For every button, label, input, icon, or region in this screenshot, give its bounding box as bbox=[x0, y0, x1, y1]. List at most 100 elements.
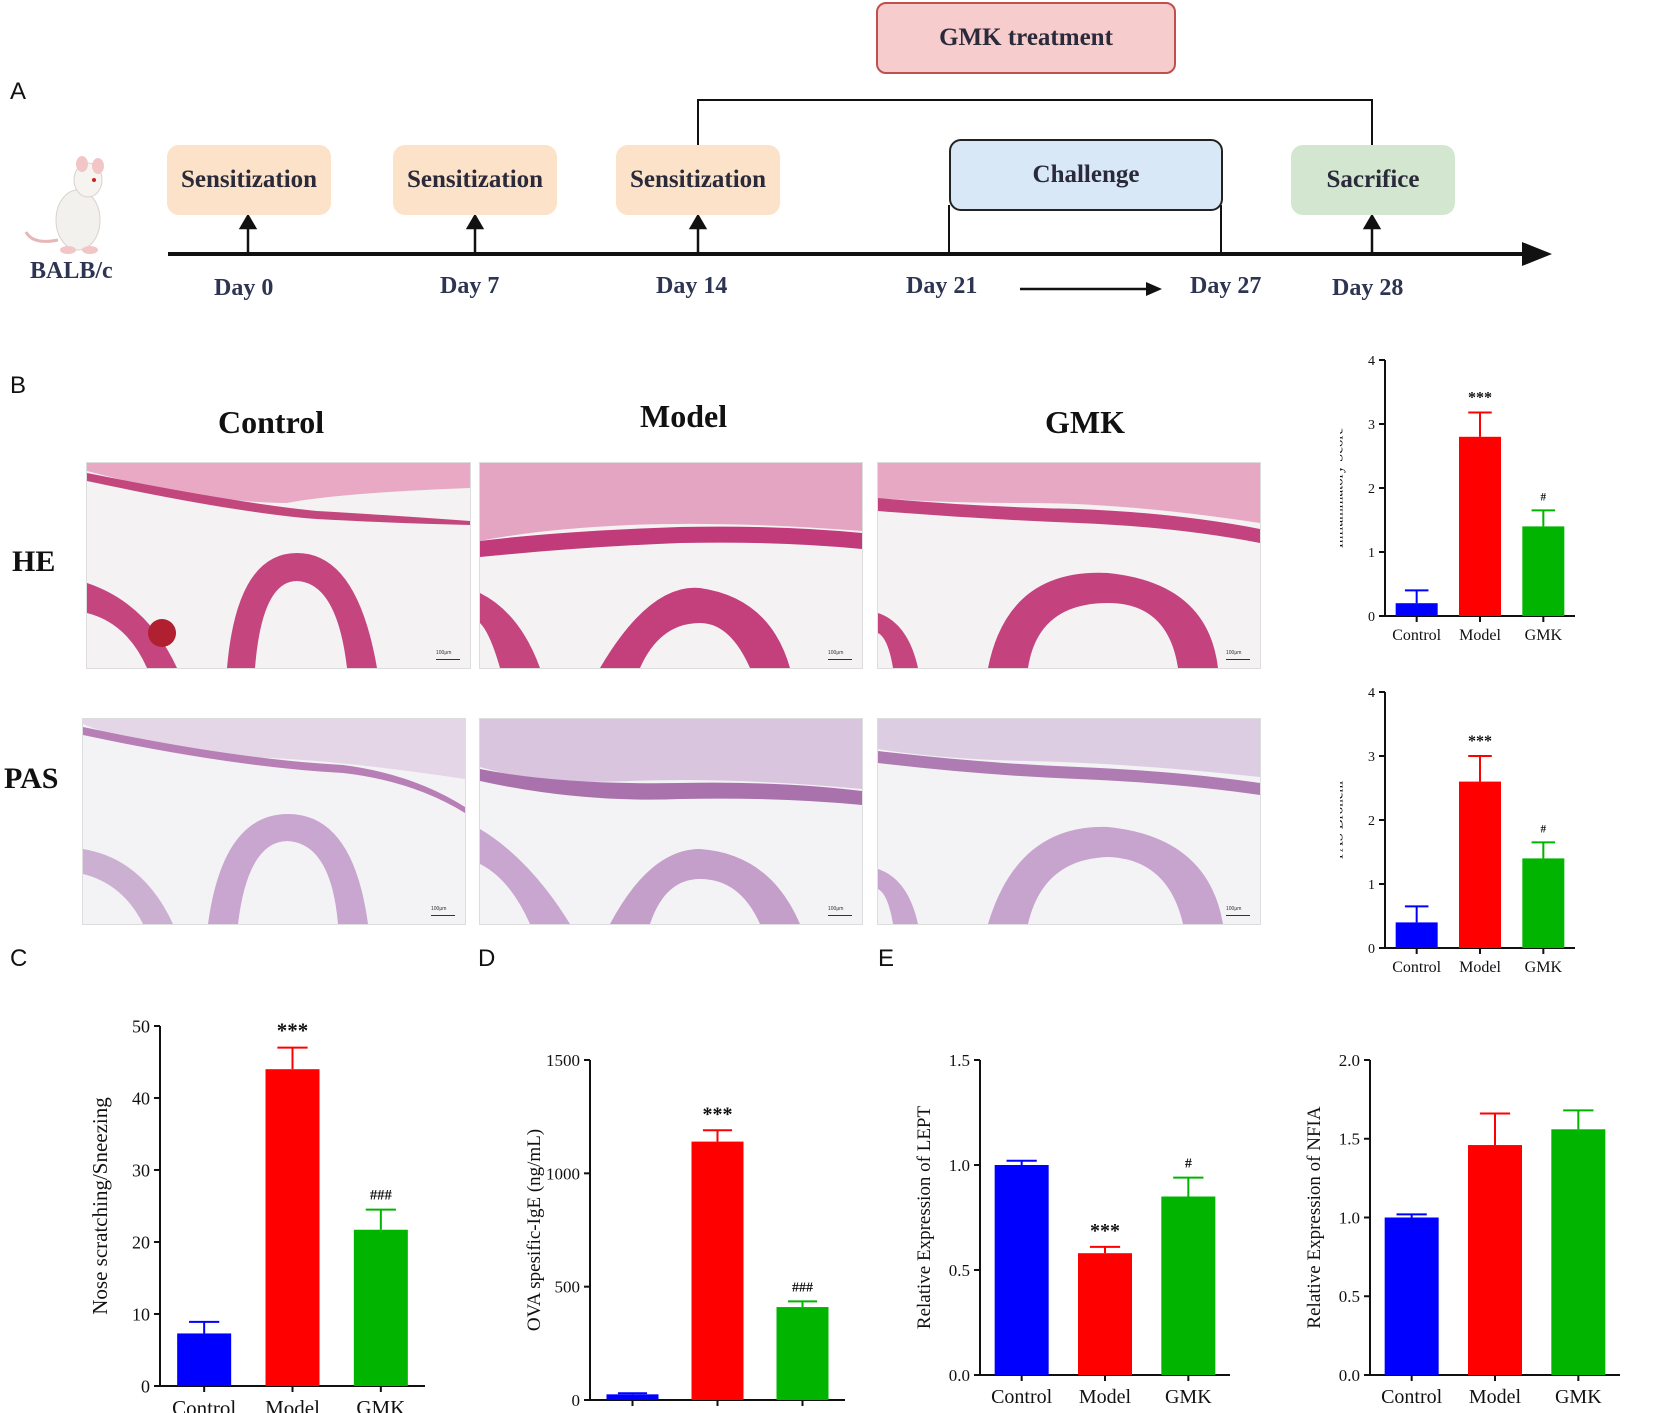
bar-control bbox=[177, 1333, 232, 1386]
x-tick-label: GMK bbox=[1525, 627, 1563, 644]
chart-lept-expression: 0.0 0.5 1.0 1.5 Relative Expression of LEPT C… bbox=[914, 1051, 1230, 1408]
bar-gmk bbox=[776, 1307, 829, 1400]
y-axis-title: Nose scratching/Sneezing bbox=[88, 1097, 112, 1315]
bar-gmk bbox=[1551, 1129, 1606, 1375]
x-tick-label: GMK bbox=[1165, 1386, 1212, 1408]
significance-label: # bbox=[1185, 1157, 1192, 1172]
y-tick-label: 1.5 bbox=[949, 1051, 970, 1070]
chart-nose-scratching: 0 10 20 30 40 50 Nose scratching/Sneezing Contr… bbox=[88, 1016, 425, 1413]
y-tick-label: 3 bbox=[1368, 750, 1375, 765]
step-sensitization-1: Sensitization bbox=[167, 145, 331, 215]
y-tick-label: 3 bbox=[1368, 418, 1375, 433]
y-tick-label: 4 bbox=[1368, 686, 1375, 701]
significance-label: *** bbox=[1468, 389, 1492, 406]
significance-label: *** bbox=[703, 1103, 733, 1125]
chart-pas-bronchi: 0 1 2 3 4 PAS Bronchi Control Model *** GMK # bbox=[1340, 686, 1575, 976]
x-tick-label: GMK bbox=[779, 1411, 826, 1413]
y-tick-label: 1.5 bbox=[1339, 1130, 1360, 1149]
he-image-model: 100μm bbox=[479, 462, 863, 669]
bar-control bbox=[1395, 603, 1438, 616]
column-title-gmk: GMK bbox=[1045, 404, 1125, 440]
panel-label-e: E bbox=[878, 945, 895, 972]
panel-label-a: A bbox=[10, 78, 27, 105]
y-tick-label: 0 bbox=[572, 1391, 581, 1410]
he-image-control: 100μm bbox=[86, 462, 471, 669]
bar-model bbox=[265, 1069, 320, 1386]
y-tick-label: 20 bbox=[132, 1232, 150, 1252]
he-image-gmk: 100μm bbox=[877, 462, 1261, 669]
scale-bar: 100μm bbox=[431, 906, 455, 916]
y-tick-label: 0.5 bbox=[949, 1261, 970, 1280]
x-tick-label: Control bbox=[602, 1411, 664, 1413]
y-tick-label: 10 bbox=[132, 1304, 150, 1324]
scale-bar: 100μm bbox=[828, 650, 852, 660]
y-tick-label: 1.0 bbox=[1339, 1208, 1360, 1227]
x-tick-label: Model bbox=[265, 1396, 320, 1413]
scale-bar: 100μm bbox=[1226, 906, 1250, 916]
y-axis-title: Inflammatory Score bbox=[1340, 427, 1347, 548]
x-tick-label: Control bbox=[1392, 959, 1441, 976]
day-27: Day 27 bbox=[1190, 273, 1262, 299]
y-axis-title: Relative Expression of NFIA bbox=[1305, 1106, 1325, 1328]
y-tick-label: 2 bbox=[1368, 482, 1375, 497]
x-tick-label: Model bbox=[1469, 1386, 1522, 1408]
significance-label: ### bbox=[370, 1188, 393, 1204]
day-0: Day 0 bbox=[214, 275, 274, 301]
step-challenge: Challenge bbox=[949, 139, 1223, 211]
x-tick-label: Control bbox=[172, 1396, 236, 1413]
y-tick-label: 1 bbox=[1368, 878, 1375, 893]
x-tick-label: GMK bbox=[356, 1396, 405, 1413]
significance-label: *** bbox=[277, 1019, 309, 1043]
scale-bar: 100μm bbox=[1226, 650, 1250, 660]
y-tick-label: 1000 bbox=[546, 1164, 580, 1183]
row-label-he: HE bbox=[12, 545, 56, 578]
gmk-treatment-box: GMK treatment bbox=[876, 2, 1176, 74]
scale-bar: 100μm bbox=[436, 650, 460, 660]
y-tick-label: 2 bbox=[1368, 814, 1375, 829]
y-tick-label: 2.0 bbox=[1339, 1051, 1360, 1070]
x-tick-label: Model bbox=[691, 1411, 744, 1413]
day-28: Day 28 bbox=[1332, 275, 1404, 301]
significance-label: # bbox=[1541, 491, 1547, 503]
day-14: Day 14 bbox=[656, 273, 728, 299]
bar-gmk bbox=[1522, 858, 1565, 948]
y-tick-label: 500 bbox=[555, 1278, 581, 1297]
x-tick-label: Control bbox=[1392, 627, 1441, 644]
column-title-model: Model bbox=[640, 398, 728, 434]
bar-gmk bbox=[1161, 1196, 1216, 1375]
y-tick-label: 40 bbox=[132, 1088, 150, 1108]
chart-nfia-expression: 0.0 0.5 1.0 1.5 2.0 Relative Expression of NF… bbox=[1305, 1051, 1620, 1408]
x-tick-label: Model bbox=[1459, 959, 1501, 976]
chart-inflammatory-score: 0 1 2 3 4 Inflammatory Score Control Model *** GM… bbox=[1340, 354, 1575, 644]
bar-model bbox=[1078, 1253, 1132, 1375]
y-tick-label: 1500 bbox=[546, 1051, 580, 1070]
scale-bar: 100μm bbox=[828, 906, 852, 916]
x-tick-label: Model bbox=[1079, 1386, 1132, 1408]
step-sensitization-3: Sensitization bbox=[616, 145, 780, 215]
bar-model bbox=[1459, 781, 1501, 948]
panel-label-b: B bbox=[10, 372, 27, 399]
y-axis-title: Relative Expression of LEPT bbox=[914, 1106, 935, 1330]
x-tick-label: GMK bbox=[1525, 959, 1563, 976]
day-7: Day 7 bbox=[440, 273, 500, 299]
timeline-lines bbox=[168, 99, 1552, 296]
bar-control bbox=[1384, 1217, 1439, 1375]
y-tick-label: 30 bbox=[132, 1160, 150, 1180]
y-tick-label: 1.0 bbox=[949, 1156, 970, 1175]
significance-label: *** bbox=[1090, 1220, 1120, 1242]
bar-model bbox=[691, 1141, 744, 1400]
y-axis-title: PAS Bronchi bbox=[1340, 781, 1347, 859]
x-tick-label: Model bbox=[1459, 627, 1501, 644]
panel-label-d: D bbox=[478, 945, 496, 972]
bar-control bbox=[1395, 922, 1438, 948]
y-tick-label: 4 bbox=[1368, 354, 1375, 369]
mouse-icon bbox=[24, 156, 104, 254]
bar-model bbox=[1468, 1145, 1522, 1375]
y-tick-label: 50 bbox=[132, 1016, 150, 1036]
x-tick-label: Control bbox=[1381, 1386, 1443, 1408]
chart-ova-ige: 0 500 1000 1500 OVA spesific-IgE (ng/mL) Cont… bbox=[524, 1051, 845, 1413]
y-axis-title: OVA spesific-IgE (ng/mL) bbox=[524, 1129, 545, 1331]
step-sacrifice: Sacrifice bbox=[1291, 145, 1455, 215]
bar-control bbox=[994, 1165, 1049, 1375]
y-tick-label: 0 bbox=[141, 1376, 150, 1396]
